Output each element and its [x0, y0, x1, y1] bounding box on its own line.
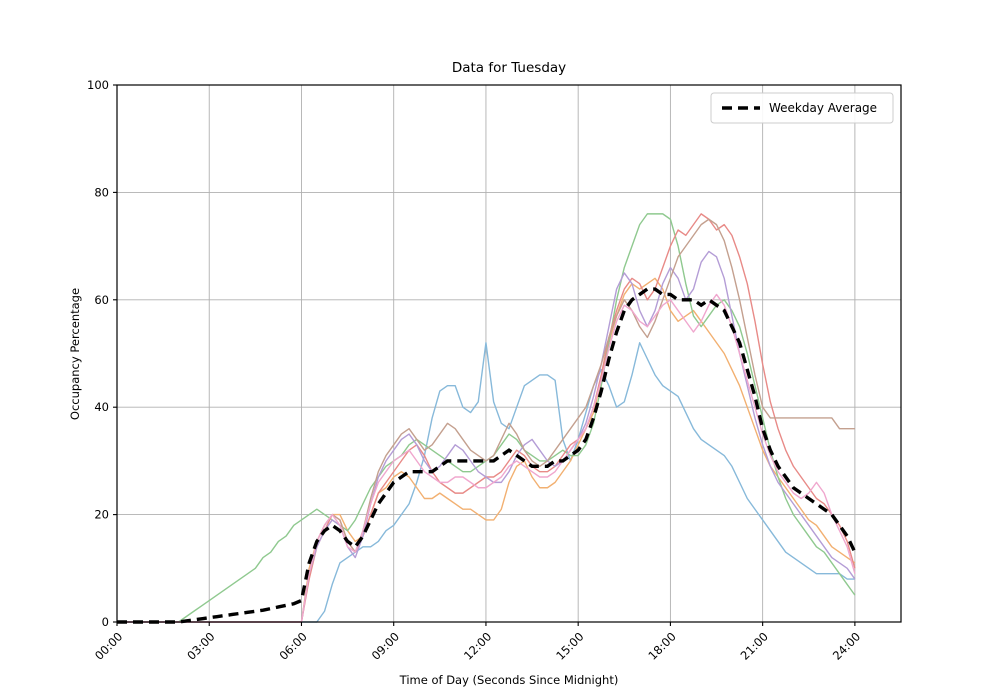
legend-background: [710, 92, 894, 124]
x-axis-label: Time of Day (Seconds Since Midnight): [399, 673, 619, 687]
weekday-average-path: [117, 287, 857, 624]
y-tick-label: 40: [94, 400, 109, 414]
y-tick-label: 80: [94, 185, 109, 199]
y-tick-label: 100: [87, 78, 109, 92]
legend-label-weekday-average: Weekday Average: [769, 101, 877, 115]
chart-legend[interactable]: Weekday Average: [710, 92, 894, 124]
y-tick-label: 60: [94, 293, 109, 307]
y-tick-label: 0: [102, 615, 109, 629]
axes-spines: [116, 84, 902, 623]
y-tick-label: 20: [94, 508, 109, 522]
axes-frame: [116, 84, 902, 623]
y-axis-label: Occupancy Percentage: [68, 288, 82, 420]
page-title: Data for Tuesday: [452, 60, 566, 76]
weekday-average-line: [117, 287, 857, 624]
